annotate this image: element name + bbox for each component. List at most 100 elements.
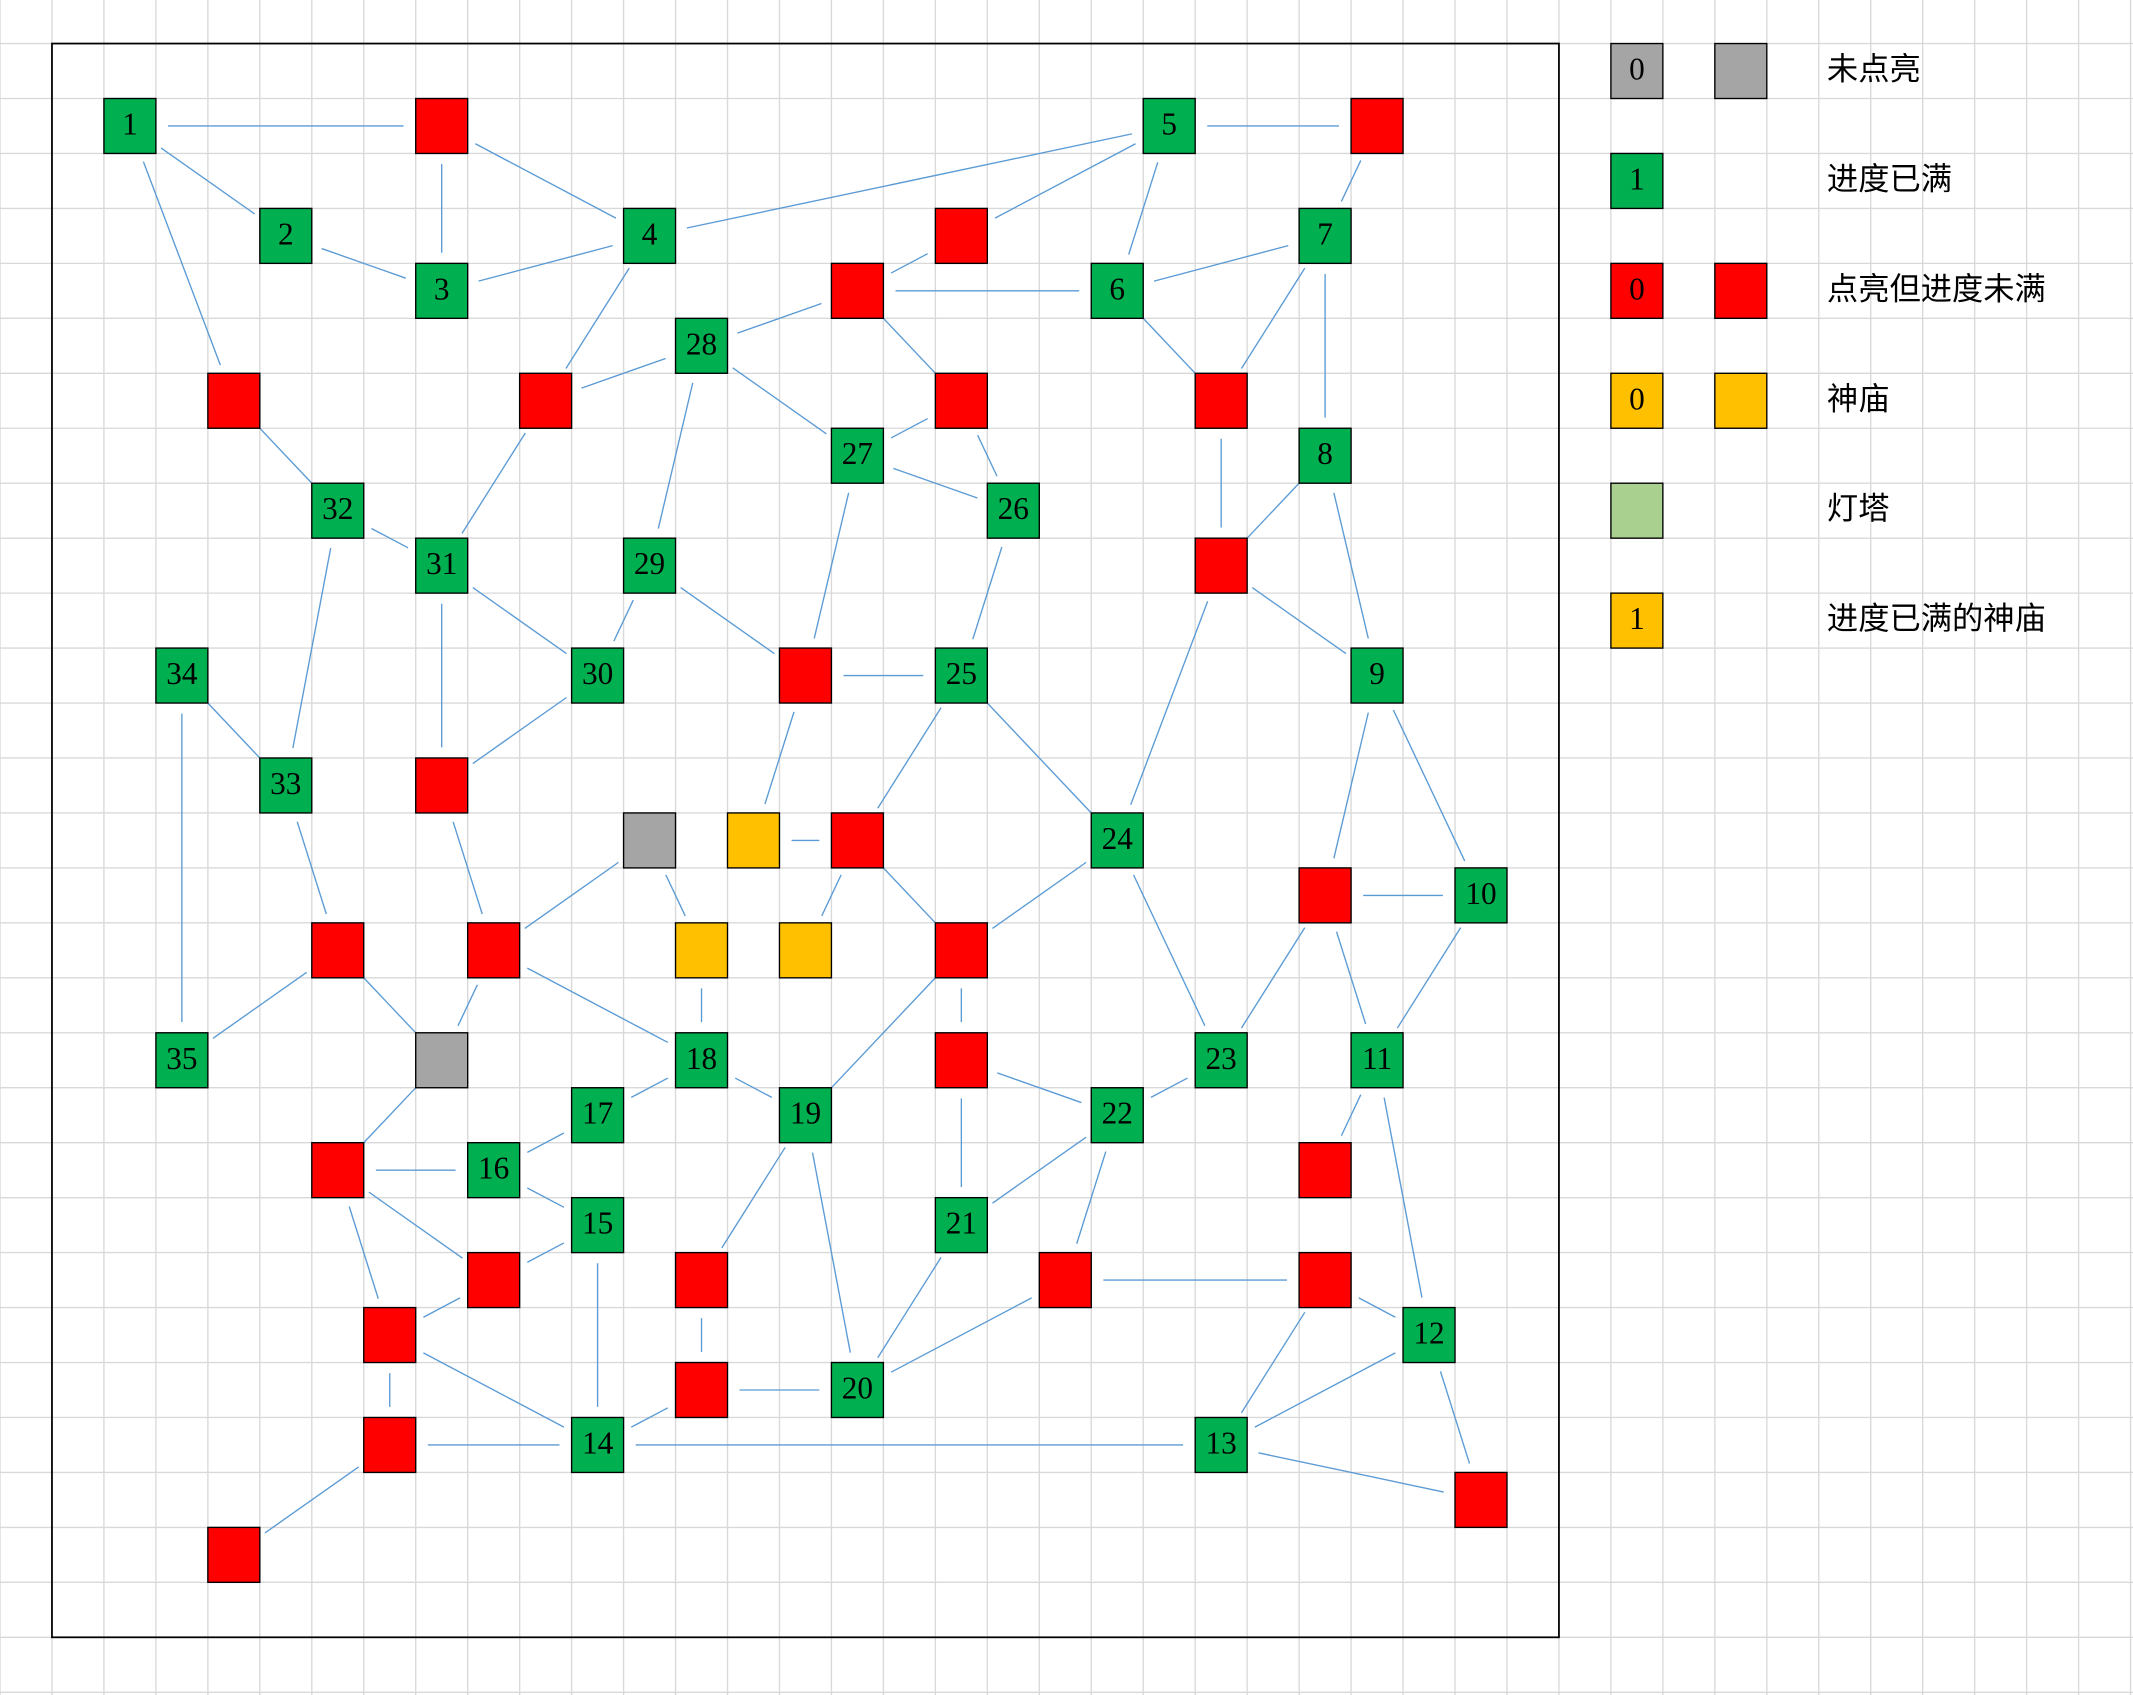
legend-swatch bbox=[1610, 42, 1664, 100]
node bbox=[363, 1416, 417, 1474]
node bbox=[1194, 537, 1248, 594]
node bbox=[1090, 262, 1144, 320]
node-label: 23 bbox=[1206, 1041, 1237, 1076]
node bbox=[1038, 1251, 1092, 1309]
node bbox=[830, 812, 885, 869]
edge bbox=[1128, 162, 1159, 255]
node bbox=[1090, 812, 1144, 869]
edge bbox=[977, 434, 998, 477]
node bbox=[778, 922, 833, 979]
edge bbox=[665, 874, 686, 917]
node bbox=[1298, 427, 1352, 484]
edge bbox=[657, 382, 694, 529]
node-label: 28 bbox=[686, 326, 717, 361]
node bbox=[830, 262, 885, 320]
edge bbox=[992, 861, 1087, 929]
legend-label: 进度已满的神庙 bbox=[1827, 601, 2046, 636]
edge bbox=[371, 527, 409, 549]
node bbox=[934, 922, 989, 979]
node-label: 16 bbox=[478, 1151, 509, 1186]
node bbox=[415, 757, 469, 814]
legend-swatch bbox=[1610, 592, 1664, 649]
node bbox=[1298, 1251, 1352, 1309]
node-label: 34 bbox=[166, 656, 198, 691]
node bbox=[1194, 372, 1248, 429]
node bbox=[1350, 1032, 1404, 1089]
edge bbox=[737, 302, 822, 334]
node bbox=[986, 482, 1040, 539]
edge bbox=[890, 1297, 1032, 1373]
node bbox=[622, 537, 677, 594]
legend-swatch bbox=[1610, 372, 1664, 429]
node bbox=[934, 647, 989, 704]
edge bbox=[461, 432, 526, 534]
node bbox=[570, 1087, 625, 1144]
node bbox=[570, 1196, 625, 1254]
node bbox=[934, 207, 989, 265]
edge bbox=[581, 357, 666, 389]
legend-sample: 0 bbox=[1629, 271, 1645, 306]
node bbox=[830, 427, 885, 484]
legend-label: 神庙 bbox=[1827, 381, 1890, 416]
edge bbox=[764, 711, 795, 805]
legend-label: 未点亮 bbox=[1827, 52, 1921, 87]
node bbox=[467, 1142, 521, 1199]
node-label: 26 bbox=[998, 491, 1029, 526]
frame bbox=[51, 42, 1560, 1639]
node bbox=[1298, 1142, 1352, 1199]
node bbox=[1350, 97, 1404, 155]
edge bbox=[630, 1077, 669, 1099]
node bbox=[570, 1416, 625, 1474]
edge bbox=[524, 861, 619, 929]
edge bbox=[1258, 1452, 1444, 1493]
node bbox=[259, 207, 313, 265]
node bbox=[311, 1142, 365, 1199]
edge bbox=[527, 1187, 565, 1208]
edge bbox=[1335, 931, 1367, 1025]
node-label: 6 bbox=[1109, 271, 1125, 306]
node bbox=[1194, 1416, 1248, 1474]
edge bbox=[160, 147, 256, 215]
edge bbox=[207, 702, 261, 759]
edge bbox=[321, 247, 407, 279]
edge bbox=[883, 318, 936, 374]
edge bbox=[1246, 482, 1300, 539]
edge bbox=[811, 1152, 852, 1353]
node bbox=[311, 922, 365, 979]
edge bbox=[1383, 1097, 1423, 1298]
edge bbox=[890, 253, 928, 274]
edge bbox=[472, 696, 567, 765]
node bbox=[1402, 1306, 1456, 1364]
legend-label: 点亮但进度未满 bbox=[1827, 271, 2046, 306]
node bbox=[155, 647, 209, 704]
edge bbox=[686, 133, 1133, 229]
legend-sample: 1 bbox=[1629, 601, 1645, 636]
legend-swatch bbox=[1714, 262, 1768, 320]
node-label: 22 bbox=[1102, 1096, 1133, 1131]
edge bbox=[992, 1136, 1087, 1204]
edge bbox=[1142, 318, 1196, 374]
legend-swatch bbox=[1714, 42, 1768, 100]
node bbox=[1454, 1471, 1508, 1529]
node bbox=[934, 1196, 989, 1254]
node-label: 31 bbox=[426, 546, 457, 581]
node-label: 35 bbox=[166, 1041, 197, 1076]
edge bbox=[1076, 1151, 1107, 1244]
edge bbox=[877, 707, 942, 809]
node-label: 10 bbox=[1465, 876, 1496, 911]
edge bbox=[363, 977, 417, 1034]
node bbox=[259, 757, 313, 814]
edge bbox=[1439, 1371, 1471, 1464]
node-label: 11 bbox=[1362, 1041, 1392, 1076]
edge bbox=[997, 1072, 1082, 1104]
edge bbox=[478, 244, 613, 282]
node bbox=[155, 1032, 209, 1089]
node-label: 4 bbox=[642, 216, 658, 251]
edge bbox=[565, 267, 630, 369]
node bbox=[363, 1306, 417, 1364]
node bbox=[311, 482, 365, 539]
edge bbox=[813, 492, 850, 639]
legend-label: 进度已满 bbox=[1827, 161, 1952, 196]
